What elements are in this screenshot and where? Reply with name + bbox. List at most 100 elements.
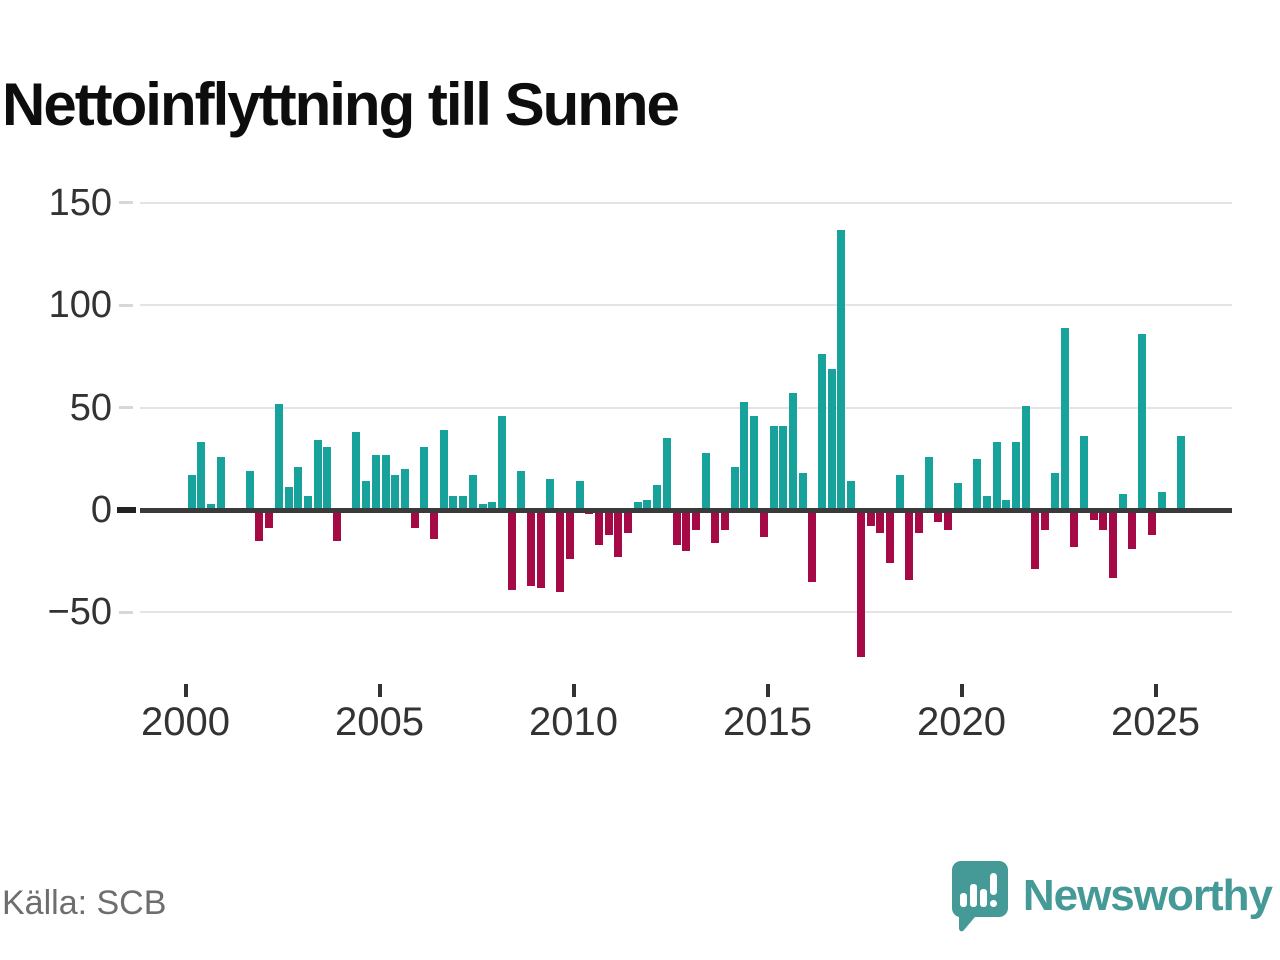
bar-2024-Q3	[1138, 333, 1147, 510]
bar-2006-Q2	[430, 510, 438, 539]
y-axis-tick	[119, 610, 133, 614]
bar-2012-Q4	[682, 510, 691, 551]
x-axis-tick-2010	[571, 684, 576, 697]
bar-2015-Q1	[769, 426, 778, 510]
bar-2007-Q4	[488, 501, 497, 510]
bar-2017-Q3	[866, 510, 875, 527]
gridline-y-50	[140, 406, 1232, 409]
x-axis-tick-2025	[1153, 684, 1158, 697]
bar-2018-Q1	[885, 510, 894, 564]
bar-2005-Q4	[410, 510, 419, 529]
bar-2003-Q1	[303, 495, 312, 510]
bar-2004-Q3	[362, 481, 371, 510]
bar-2009-Q3	[556, 510, 565, 592]
bar-2013-Q1	[691, 510, 700, 531]
bar-2017-Q1	[847, 481, 856, 510]
bar-2014-Q2	[740, 401, 749, 510]
bar-2001-Q3	[245, 471, 254, 510]
bar-2005-Q1	[381, 454, 390, 510]
y-tick-label-0: 0	[90, 489, 112, 531]
bar-2013-Q2	[701, 452, 710, 510]
bar-2007-Q2	[468, 475, 477, 510]
bar-2014-Q4	[759, 510, 768, 537]
bar-2009-Q4	[565, 510, 574, 560]
bar-2018-Q2	[895, 475, 904, 510]
bar-2003-Q2	[313, 440, 322, 510]
bar-2021-Q4	[1031, 510, 1040, 570]
bar-2019-Q1	[924, 456, 933, 510]
gridline-y--50	[140, 611, 1232, 614]
y-axis-tick	[119, 406, 133, 410]
bar-2015-Q4	[798, 473, 807, 510]
bar-2007-Q3	[478, 503, 487, 510]
bar-2004-Q2	[352, 432, 361, 510]
bar-2023-Q4	[1109, 510, 1117, 578]
bar-chart-speech-bubble-icon	[951, 861, 1008, 932]
bar-2019-Q3	[944, 510, 953, 531]
y-axis-tick	[117, 507, 136, 513]
bar-2022-Q1	[1041, 510, 1050, 531]
y-tick-label-50: 50	[69, 386, 112, 429]
bar-2001-Q4	[255, 510, 264, 541]
bar-2022-Q4	[1070, 510, 1079, 547]
bar-2019-Q2	[934, 510, 943, 523]
bar-2013-Q3	[711, 510, 720, 543]
x-axis-tick-2000	[183, 684, 188, 697]
y-axis-tick	[119, 201, 133, 205]
x-axis-tick-2005	[377, 684, 382, 697]
bar-2011-Q4	[643, 499, 652, 510]
bar-2020-Q4	[992, 442, 1001, 510]
bar-2017-Q2	[856, 510, 865, 658]
gridline-y-100	[140, 304, 1232, 307]
bar-2002-Q3	[284, 487, 293, 510]
bar-2018-Q3	[905, 510, 914, 580]
bar-2021-Q1	[1002, 499, 1011, 510]
bar-2025-Q1	[1157, 491, 1166, 510]
x-tick-label-2015: 2015	[723, 700, 812, 744]
bar-2023-Q3	[1099, 510, 1108, 531]
bar-2020-Q3	[982, 495, 991, 510]
bar-2015-Q2	[779, 426, 788, 510]
bar-2000-Q4	[216, 456, 225, 510]
x-tick-label-2025: 2025	[1111, 700, 1200, 744]
bar-2009-Q1	[536, 510, 545, 588]
x-tick-label-2005: 2005	[335, 700, 424, 744]
newsworthy-logo: Newsworthy	[949, 858, 1273, 934]
zero-axis-line	[140, 507, 1232, 513]
bar-2012-Q3	[672, 510, 681, 545]
bar-2011-Q3	[633, 501, 642, 510]
bar-2007-Q1	[459, 495, 468, 510]
bar-2008-Q4	[527, 510, 535, 586]
bar-2003-Q4	[333, 510, 341, 541]
bar-2024-Q4	[1147, 510, 1156, 535]
x-axis-tick-2015	[765, 684, 770, 697]
bar-2005-Q3	[400, 469, 409, 510]
bar-2012-Q1	[653, 485, 662, 510]
bar-2024-Q1	[1118, 493, 1127, 510]
bar-2020-Q2	[973, 458, 982, 510]
bar-2006-Q3	[439, 430, 448, 510]
bar-2008-Q3	[517, 471, 526, 510]
bar-2010-Q4	[604, 510, 613, 535]
bar-2018-Q4	[915, 510, 923, 533]
x-tick-label-2010: 2010	[529, 700, 618, 744]
bar-2011-Q1	[614, 510, 623, 558]
bar-2004-Q4	[371, 454, 380, 510]
y-tick-label-150: 150	[48, 181, 112, 224]
bar-2019-Q4	[953, 483, 962, 510]
bar-2012-Q2	[662, 438, 671, 510]
bar-2011-Q2	[624, 510, 632, 533]
x-tick-label-2020: 2020	[917, 700, 1006, 744]
bar-2022-Q2	[1050, 473, 1059, 510]
gridline-y-150	[140, 201, 1232, 204]
bar-2021-Q3	[1021, 405, 1030, 510]
x-axis-tick-2020	[959, 684, 964, 697]
bar-2008-Q1	[497, 415, 506, 510]
bar-2006-Q1	[420, 446, 429, 510]
bar-2022-Q3	[1060, 327, 1069, 510]
y-axis-tick	[119, 303, 133, 307]
bar-2010-Q3	[594, 510, 603, 545]
bar-2013-Q4	[721, 510, 729, 531]
bar-2005-Q2	[391, 475, 400, 510]
bar-2009-Q2	[546, 479, 555, 510]
